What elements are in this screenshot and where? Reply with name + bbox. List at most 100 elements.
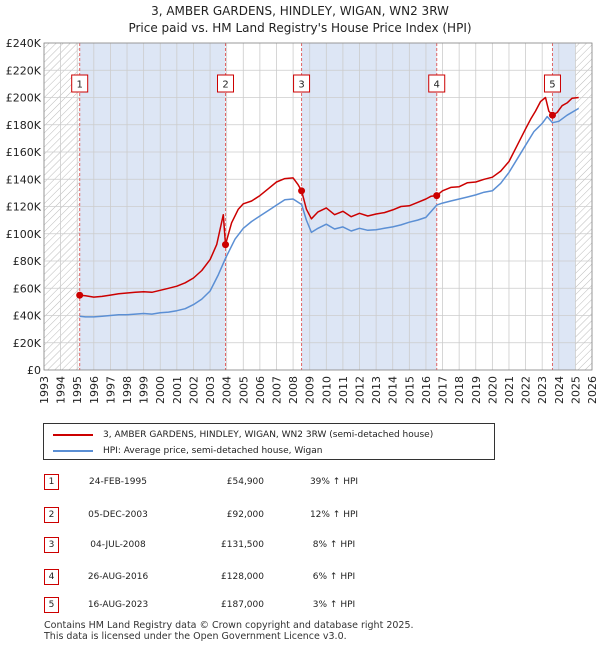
x-tick-label: 2023 [536,376,549,404]
sale-row: 5 16-AUG-2023 £187,000 3% ↑ HPI [44,597,464,613]
x-tick-label: 2017 [437,376,450,404]
sale-marker-label: 4 [428,74,446,93]
hpi-series-line [79,107,580,318]
x-tick-label: 2013 [370,376,383,404]
sale-marker-label: 2 [217,74,235,93]
x-tick-label: 2009 [304,376,317,404]
sale-hpi-change: 39% ↑ HPI [309,477,359,487]
sale-point [222,241,230,249]
x-tick-label: 2010 [320,376,333,404]
sale-hpi-change: 6% ↑ HPI [312,572,356,582]
x-tick-label: 2021 [503,376,516,404]
sale-hpi-change: 8% ↑ HPI [312,540,356,550]
sale-marker-box [293,74,311,93]
legend-swatch-property [53,433,93,436]
sale-price: £131,500 [221,540,264,550]
x-tick-label: 2014 [387,376,400,404]
sale-marker-number: 1 [77,80,83,91]
sale-price: £54,900 [226,477,264,487]
y-tick-label: £160K [6,146,42,159]
x-tick-label: 2026 [586,376,599,404]
sale-hpi-change: 3% ↑ HPI [312,600,356,610]
y-tick-label: £100K [6,228,42,241]
sale-marker-number: 2 [222,80,228,91]
y-tick-label: £140K [6,173,42,186]
sale-point [548,111,556,119]
sale-price: £128,000 [221,572,264,582]
sale-date: 26-AUG-2016 [87,572,149,582]
x-tick-label: 2003 [204,376,217,404]
sale-marker-box [428,74,446,93]
x-tick-label: 1995 [71,376,84,404]
footer-copyright: Contains HM Land Registry data © Crown c… [44,620,414,631]
sale-number: 1 [44,474,59,490]
x-tick-label: 1993 [38,376,51,404]
y-tick-label: £220K [6,64,42,77]
sale-marker-box [217,74,235,93]
x-tick-label: 1996 [88,376,101,404]
title-line-1: 3, AMBER GARDENS, HINDLEY, WIGAN, WN2 3R… [151,4,449,18]
sale-marker-label: 5 [543,74,561,93]
x-tick-label: 2007 [270,376,283,404]
x-tick-label: 2005 [237,376,250,404]
sale-number: 3 [44,537,59,553]
x-tick-label: 2006 [254,376,267,404]
y-tick-label: £80K [13,255,42,268]
x-tick-label: 2024 [553,376,566,404]
sale-date: 05-DEC-2003 [88,510,148,520]
y-tick-label: £240K [6,37,42,50]
y-tick-label: £40K [13,310,42,323]
title-line-2: Price paid vs. HM Land Registry's House … [128,21,472,35]
y-tick-label: £180K [6,119,42,132]
footer: Contains HM Land Registry data © Crown c… [44,620,414,642]
price-chart: 1 2 3 4 5 £0 £20K £40K £60K £80K £100K £120K £140K £1… [6,37,599,404]
chart-title: 3, AMBER GARDENS, HINDLEY, WIGAN, WN2 3R… [0,3,600,37]
sale-hpi-change: 12% ↑ HPI [309,510,359,520]
sale-price: £187,000 [221,600,264,610]
sale-point [298,187,306,195]
sale-row: 1 24-FEB-1995 £54,900 39% ↑ HPI [44,474,464,490]
sale-row: 3 04-JUL-2008 £131,500 8% ↑ HPI [44,537,464,553]
sale-price: £92,000 [226,510,264,520]
sale-date: 24-FEB-1995 [89,477,147,487]
x-tick-label: 1998 [121,376,134,404]
x-tick-label: 1994 [55,376,68,404]
y-tick-label: £20K [13,337,42,350]
x-tick-label: 1999 [138,376,151,404]
sale-marker-box [71,74,89,93]
y-tick-label: £120K [6,201,42,214]
x-tick-label: 2025 [569,376,582,404]
sale-marker-label: 1 [71,74,89,93]
footer-licence: This data is licensed under the Open Gov… [44,631,347,642]
sale-marker-number: 4 [434,80,440,91]
x-tick-label: 2015 [403,376,416,404]
y-tick-label: £0 [27,364,41,377]
legend-label-property: 3, AMBER GARDENS, HINDLEY, WIGAN, WN2 3R… [103,430,434,440]
sale-marker-number: 3 [298,80,304,91]
x-tick-label: 2001 [171,376,184,404]
property-series-line [79,96,579,298]
plot-frame [43,42,593,371]
x-tick-label: 2019 [470,376,483,404]
x-tick-label: 2008 [287,376,300,404]
x-tick-label: 1997 [104,376,117,404]
x-tick-label: 2002 [187,376,200,404]
y-tick-label: £60K [13,282,42,295]
legend-label-hpi: HPI: Average price, semi-detached house,… [103,446,323,456]
sale-point [433,192,441,200]
legend-item-property: 3, AMBER GARDENS, HINDLEY, WIGAN, WN2 3R… [53,428,433,442]
sale-point [76,291,84,299]
x-tick-label: 2004 [221,376,234,404]
x-tick-label: 2020 [486,376,499,404]
x-tick-label: 2018 [453,376,466,404]
sale-number: 2 [44,507,59,523]
sale-number: 5 [44,597,59,613]
x-tick-label: 2000 [154,376,167,404]
legend-item-hpi: HPI: Average price, semi-detached house,… [53,444,322,458]
x-tick-label: 2016 [420,376,433,404]
x-tick-label: 2012 [354,376,367,404]
x-tick-label: 2022 [520,376,533,404]
sale-row: 2 05-DEC-2003 £92,000 12% ↑ HPI [44,507,464,523]
x-tick-label: 2011 [337,376,350,404]
sale-number: 4 [44,569,59,585]
